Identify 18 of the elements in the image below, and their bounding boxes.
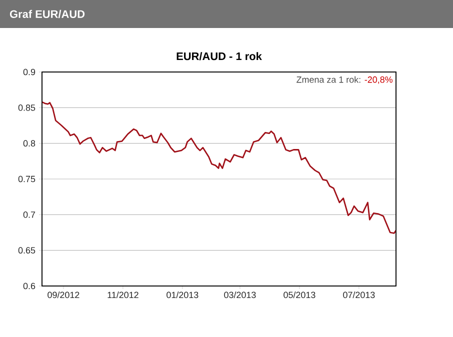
annotation: -20,8% <box>364 76 392 84</box>
x-tick-label: 05/2013 <box>284 292 316 298</box>
chart-title: Graf EUR/AUD <box>10 10 85 18</box>
line-series <box>42 101 396 234</box>
annotation: Zmena za 1 rok: <box>296 76 360 83</box>
y-tick-label: 0.7 <box>23 211 36 218</box>
y-tick-label: 0.6 <box>23 282 36 290</box>
y-tick-label: 0.85 <box>18 104 36 111</box>
y-tick-label: 0.9 <box>23 68 36 76</box>
y-tick-label: 0.8 <box>23 140 36 147</box>
x-tick-label: 11/2012 <box>108 292 138 298</box>
chart-subtitle: EUR/AUD - 1 rok <box>176 52 262 60</box>
x-tick-label: 09/2012 <box>48 292 80 298</box>
y-tick-label: 0.65 <box>18 247 36 254</box>
x-tick-label: 03/2013 <box>224 292 256 298</box>
x-tick-label: 07/2013 <box>343 292 375 298</box>
y-tick-label: 0.75 <box>18 176 36 182</box>
x-tick-label: 01/2013 <box>166 292 198 298</box>
